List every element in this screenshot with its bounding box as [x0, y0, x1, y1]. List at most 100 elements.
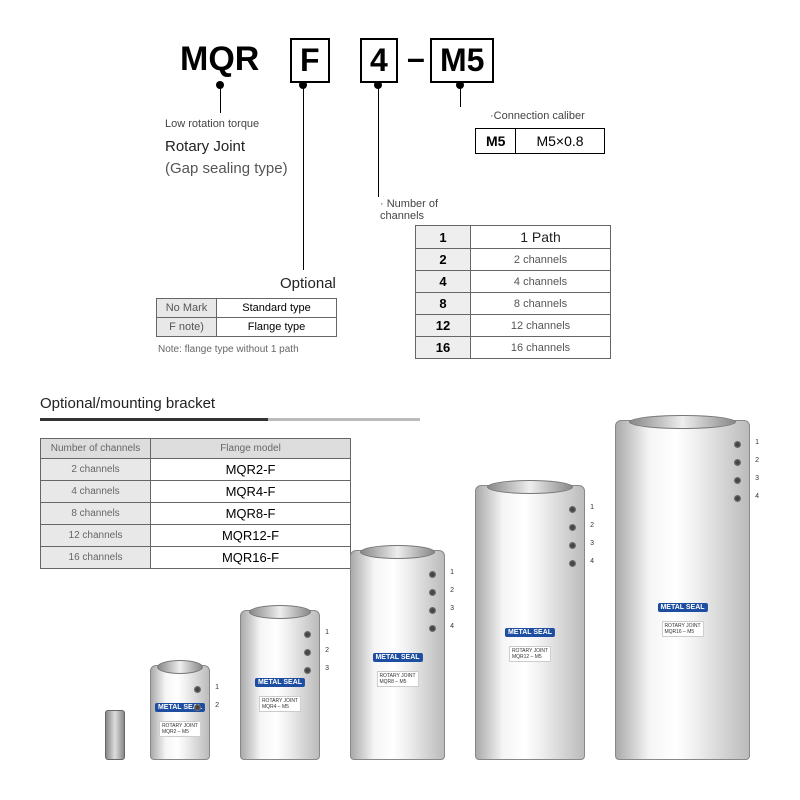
- th: Flange model: [151, 439, 351, 459]
- th: Number of channels: [41, 439, 151, 459]
- line: [460, 85, 461, 107]
- option-table: No MarkStandard type F note)Flange type: [156, 298, 337, 337]
- product-cylinder: METAL SEALROTARY JOINT MQR2 – M512: [150, 665, 210, 760]
- port-number: 1: [450, 569, 454, 576]
- cell: 16: [416, 337, 471, 359]
- cell: MQR4-F: [151, 481, 351, 503]
- line: [303, 85, 304, 270]
- cell: 16 channels: [41, 547, 151, 569]
- metal-seal-badge: METAL SEAL: [657, 603, 707, 612]
- flange-table: Number of channelsFlange model 2 channel…: [40, 438, 351, 569]
- port: [734, 495, 741, 502]
- port-number: 2: [325, 647, 329, 654]
- cell: 1 Path: [471, 226, 611, 249]
- port: [569, 560, 576, 567]
- cell: 1: [416, 226, 471, 249]
- code-main: MQR: [180, 40, 259, 79]
- cell: MQR12-F: [151, 525, 351, 547]
- cell: 2 channels: [41, 459, 151, 481]
- product-nameplate: ROTARY JOINT MQR2 – M5: [159, 721, 201, 737]
- desc-line2: Rotary Joint: [165, 138, 245, 155]
- cell: 4 channels: [41, 481, 151, 503]
- cell: 8: [416, 293, 471, 315]
- metal-seal-badge: METAL SEAL: [372, 653, 422, 662]
- port-number: 1: [590, 504, 594, 511]
- port: [734, 477, 741, 484]
- port-number: 4: [450, 623, 454, 630]
- cell: 8 channels: [41, 503, 151, 525]
- port-number: 3: [325, 665, 329, 672]
- cell: MQR2-F: [151, 459, 351, 481]
- port: [429, 625, 436, 632]
- port-number: 3: [590, 540, 594, 547]
- port: [569, 524, 576, 531]
- product-cylinder: METAL SEALROTARY JOINT MQR16 – M51234: [615, 420, 750, 760]
- port-number: 1: [215, 684, 219, 691]
- product-nameplate: ROTARY JOINT MQR12 – M5: [509, 646, 551, 662]
- product-fitting: [105, 710, 125, 760]
- code-channels-box: 4: [360, 38, 398, 83]
- cell: 12 channels: [471, 315, 611, 337]
- cell: 8 channels: [471, 293, 611, 315]
- code-caliber-box: M5: [430, 38, 494, 83]
- caliber-box: M5 M5×0.8: [475, 128, 605, 154]
- port: [194, 704, 201, 711]
- port: [194, 686, 201, 693]
- line: [220, 85, 221, 113]
- caliber-key: M5: [476, 129, 516, 153]
- port: [304, 649, 311, 656]
- port-number: 4: [755, 493, 759, 500]
- cell: 12 channels: [41, 525, 151, 547]
- port-number: 2: [590, 522, 594, 529]
- caliber-label: ·Connection caliber: [490, 110, 585, 122]
- port-number: 2: [215, 702, 219, 709]
- section-title: Optional/mounting bracket: [40, 395, 215, 412]
- desc-line1: Low rotation torque: [165, 118, 259, 130]
- port-number: 2: [755, 457, 759, 464]
- port: [569, 542, 576, 549]
- cell: Flange type: [217, 318, 337, 337]
- port-number: 3: [450, 605, 454, 612]
- port-number: 2: [450, 587, 454, 594]
- cell: 4 channels: [471, 271, 611, 293]
- cell: MQR8-F: [151, 503, 351, 525]
- port: [429, 607, 436, 614]
- cell: 16 channels: [471, 337, 611, 359]
- cell: F note): [157, 318, 217, 337]
- metal-seal-badge: METAL SEAL: [505, 628, 555, 637]
- cell: 2 channels: [471, 249, 611, 271]
- line: [378, 85, 379, 197]
- product-cylinder: METAL SEALROTARY JOINT MQR12 – M51234: [475, 485, 585, 760]
- port-number: 3: [755, 475, 759, 482]
- cell: 2: [416, 249, 471, 271]
- product-cylinder: METAL SEALROTARY JOINT MQR8 – M51234: [350, 550, 445, 760]
- cell: Standard type: [217, 299, 337, 318]
- optional-label: Optional: [280, 275, 336, 292]
- product-nameplate: ROTARY JOINT MQR8 – M5: [376, 671, 418, 687]
- section-underline: [40, 418, 420, 421]
- port: [734, 459, 741, 466]
- port: [734, 441, 741, 448]
- port: [429, 589, 436, 596]
- dash: –: [407, 40, 425, 77]
- product-nameplate: ROTARY JOINT MQR16 – M5: [661, 621, 703, 637]
- channels-table: 11 Path 22 channels 44 channels 88 chann…: [415, 225, 611, 359]
- cell: No Mark: [157, 299, 217, 318]
- channels-label: · Number of channels: [380, 198, 460, 222]
- metal-seal-badge: METAL SEAL: [255, 678, 305, 687]
- port: [304, 667, 311, 674]
- port-number: 1: [325, 629, 329, 636]
- caliber-val: M5×0.8: [516, 129, 603, 153]
- port: [304, 631, 311, 638]
- port: [429, 571, 436, 578]
- option-note: Note: flange type without 1 path: [158, 344, 299, 355]
- cell: MQR16-F: [151, 547, 351, 569]
- port-number: 1: [755, 439, 759, 446]
- cell: 12: [416, 315, 471, 337]
- port-number: 4: [590, 558, 594, 565]
- product-cylinder: METAL SEALROTARY JOINT MQR4 – M5123: [240, 610, 320, 760]
- cell: 4: [416, 271, 471, 293]
- port: [569, 506, 576, 513]
- product-nameplate: ROTARY JOINT MQR4 – M5: [259, 696, 301, 712]
- desc-line3: (Gap sealing type): [165, 160, 288, 177]
